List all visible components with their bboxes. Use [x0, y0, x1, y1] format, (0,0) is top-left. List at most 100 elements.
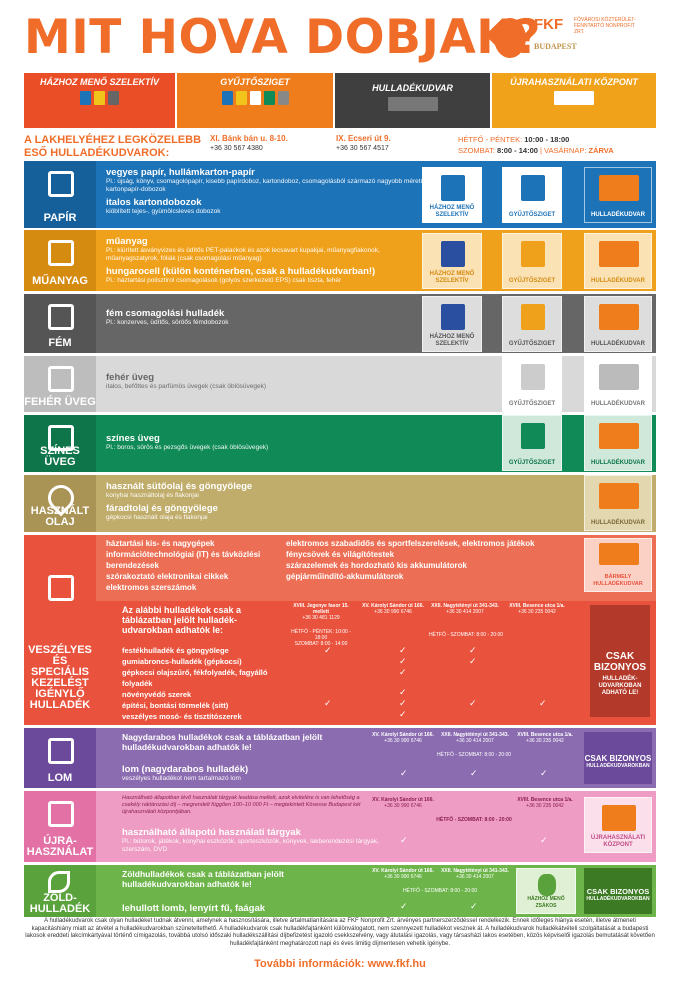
- vesz-list-left: háztartási kis- és nagygépek információt…: [106, 538, 276, 593]
- item-desc: Pl.: boros, sörös és pezsgős üvegek (csa…: [106, 444, 269, 451]
- sofa-icon: [48, 738, 74, 764]
- dest-zsakos: HÁZHOZ MENŐ ZSÁKOS: [516, 868, 576, 914]
- item-title: fehér üveg: [106, 372, 155, 383]
- item-title: használható állapotú használati tárgyak: [122, 827, 301, 838]
- list-item: gépjárműindító-akkumulátorok: [286, 572, 404, 581]
- only-some-box: CSAK BIZONYOS HULLADÉKUDVAROKBAN: [584, 868, 652, 914]
- udvar-col-2: XV. Károlyi Sándor út 166. +36 30 990 674…: [370, 868, 436, 880]
- category-ujrahasznalat: ÚJRA-HASZNÁLAT Használható állapotban lé…: [24, 791, 656, 862]
- only-some-box: CSAK BIZONYOS HULLADÉK-UDVARKOBAN ADHATÓ…: [590, 605, 650, 717]
- schedule-hours: 8:00 - 14:00: [497, 146, 538, 155]
- item-title: fáradtolaj és göngyölege: [106, 503, 218, 514]
- address-1: XI. Bánk bán u. 8-10. +36 30 567 4380: [210, 134, 288, 153]
- dest-label: HÁZHOZ MENŐ SZELEKTÍV: [429, 205, 475, 218]
- check-icon: ✓: [399, 656, 407, 666]
- item-title: használt sütőolaj és göngyölege: [106, 481, 253, 492]
- category-feher-uveg: FEHÉR ÜVEG fehér üveg italos, befőttes é…: [24, 356, 656, 412]
- can-icon: [48, 304, 74, 330]
- address-1-phone: +36 30 567 4380: [210, 145, 263, 152]
- list-item: gépkocsi olajszűrő, fékfolyadék, fagyáll…: [122, 668, 268, 688]
- more-info-link[interactable]: További információk: www.fkf.hu: [254, 958, 426, 970]
- skull-icon: [48, 575, 74, 601]
- papir-text: vegyes papír, hullámkarton-papír Pl.: új…: [106, 167, 426, 219]
- udvar-phone: +36 30 990 6746: [384, 738, 422, 744]
- container-icon: [599, 483, 639, 509]
- item-title: vegyes papír, hullámkarton-papír: [106, 167, 255, 178]
- opening-hours: HÉTFŐ - PÉNTEK: 10:00 - 18:00 SZOMBAT: 8…: [458, 135, 614, 155]
- bag-icon: [538, 874, 556, 896]
- item-desc: kiöblített tejes-, gyümölcsleves dobozok: [106, 208, 221, 215]
- schedule-days: HÉTFŐ - PÉNTEK:: [458, 135, 523, 144]
- container-icon: [599, 364, 639, 390]
- check-icon: ✓: [469, 656, 477, 666]
- category-label: ZÖLD-HULLADÉK: [29, 892, 91, 915]
- dest-gyujto: GYŰJTŐSZIGET: [502, 296, 562, 352]
- schedule-hours: ZÁRVA: [588, 146, 614, 155]
- bins-icon: [24, 91, 175, 105]
- hours-text: HÉTFŐ - PÉNTEK: 10:00 - 18:00: [291, 629, 351, 641]
- check-icon: ✓: [399, 709, 407, 719]
- list-item: elektromos szerszámok: [106, 583, 197, 592]
- bin-icon: [441, 304, 465, 330]
- olaj-icon-box: HASZNÁLT OLAJ: [24, 475, 96, 532]
- check-icon: ✓: [399, 667, 407, 677]
- udvar-name: XVIII. Jegenye fasor 15. mellett: [293, 603, 349, 615]
- papir-icon-box: PAPÍR: [24, 161, 96, 228]
- check-icon: ✓: [539, 698, 547, 708]
- szines-icon-box: SZÍNES ÜVEG: [24, 415, 96, 472]
- udvar-phone: +36 30 990 6746: [384, 874, 422, 880]
- udvar-name: XXII. Nagytétényi út 341-343.: [441, 868, 509, 874]
- container-icon: [599, 304, 639, 330]
- item-title: lehullott lomb, lenyírt fű, faágak: [122, 903, 266, 914]
- udvar-name: XV. Károlyi Sándor út 166.: [372, 797, 434, 803]
- lom-text: lom (nagydarabos hulladék) veszélyes hul…: [122, 764, 382, 786]
- category-label: HASZNÁLT OLAJ: [30, 505, 90, 528]
- bin-icon: [521, 175, 545, 201]
- check-icon: ✓: [399, 687, 407, 697]
- zold-icon-box: ZÖLD-HULLADÉK: [24, 865, 96, 917]
- lom-icon-box: LOM: [24, 728, 96, 788]
- bin-icon: [521, 423, 545, 449]
- zold-note: Zöldhulladékok csak a táblázatban jelölt…: [122, 869, 285, 889]
- dest-gyujto: GYŰJTŐSZIGET: [502, 167, 562, 223]
- category-papir: PAPÍR vegyes papír, hullámkarton-papír P…: [24, 161, 656, 228]
- szines-text: színes üveg Pl.: boros, sörös és pezsgős…: [106, 433, 426, 455]
- category-label: VESZÉLYES ÉS SPECIÁLIS KEZELÉST IGÉNYLŐ …: [28, 644, 92, 711]
- check-icon: ✓: [470, 901, 478, 911]
- check-icon: ✓: [324, 698, 332, 708]
- dest-udvar: HULLADÉKUDVAR: [584, 356, 652, 412]
- dest-label: HULLADÉKUDVAR: [591, 520, 645, 526]
- list-item: veszélyes mosó- és tisztítószerek: [122, 712, 242, 721]
- udvar-phone: +36 30 481 1129: [302, 615, 340, 621]
- fkf-logo-icon: [494, 18, 526, 58]
- item-title: fém csomagolási hulladék: [106, 308, 225, 319]
- check-icon: ✓: [469, 645, 477, 655]
- dest-label: HULLADÉKUDVAR: [591, 212, 645, 218]
- item-desc: konyhai használtolaj és flakonjai: [106, 492, 199, 499]
- check-icon: ✓: [540, 835, 548, 845]
- category-lom: LOM Nagydarabos hulladékok csak a tábláz…: [24, 728, 656, 788]
- udvar-col-2: XV. Károlyi Sándor út 166. +36 30 990 674…: [370, 797, 436, 809]
- category-muanyag: MŰANYAG műanyag Pl.: kiürített ásványviz…: [24, 230, 656, 291]
- udvar-name: XVIII. Besence utca 1/a.: [517, 797, 573, 803]
- item-desc: Pl.: háztartási polisztirol csomagolások…: [106, 277, 342, 284]
- udvar-phone: +36 30 990 6746: [384, 803, 422, 809]
- dest-label: HÁZHOZ MENŐ SZELEKTÍV: [429, 334, 475, 347]
- udvar-name: XV. Károlyi Sándor út 166.: [372, 868, 434, 874]
- header-hulladekudvar: HULLADÉKUDVAR: [335, 73, 490, 128]
- dest-ujrahasznalati: ÚJRAHASZNÁLATI KÖZPONT: [584, 797, 652, 853]
- gift-icon: [48, 801, 74, 827]
- item-desc: gépkocsi használt olaja és flakonjai: [106, 514, 208, 521]
- category-label: PAPÍR: [43, 212, 77, 224]
- udvar-col-3: XXII. Nagytétényi út 341-343. +36 30 414 …: [440, 868, 510, 880]
- lom-hours: HÉTFŐ - SZOMBAT: 8:00 - 20:00: [436, 752, 512, 758]
- udvar-name: XV. Károlyi Sándor út 166.: [362, 603, 424, 609]
- list-item: háztartási kis- és nagygépek: [106, 539, 215, 548]
- house-icon: [602, 805, 636, 831]
- dest-label: HULLADÉKUDVAR: [591, 401, 645, 407]
- check-icon: ✓: [400, 835, 408, 845]
- udvar-phone: +36 30 235 0042: [518, 609, 556, 615]
- dest-label: GYŰJTŐSZIGET: [508, 401, 556, 407]
- udvar-name: XXII. Nagytétényi út 341-343.: [441, 732, 509, 738]
- ujra-intro: Használható állapotban lévő használati t…: [122, 795, 361, 815]
